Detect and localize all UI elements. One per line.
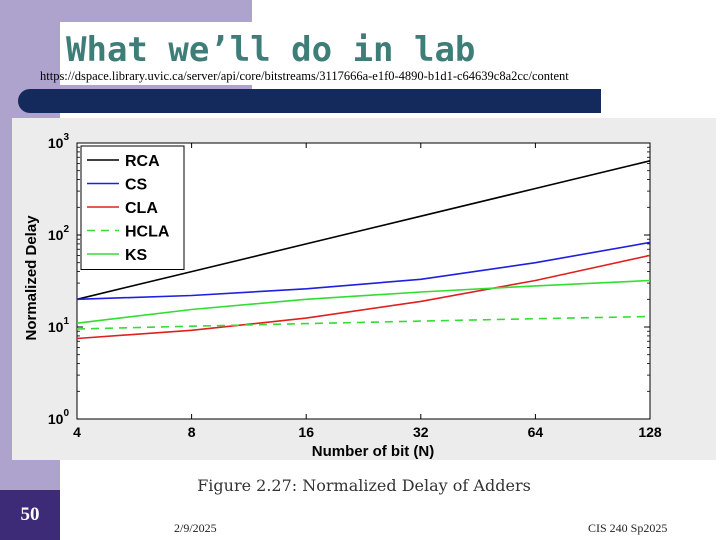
x-tick-label: 64 <box>528 424 544 440</box>
legend-label-cla: CLA <box>125 200 158 217</box>
legend-label-cs: CS <box>125 177 148 194</box>
x-tick-label: 8 <box>188 424 196 440</box>
series-line-cla <box>76 254 651 340</box>
y-tick-label: 102 <box>48 224 70 243</box>
x-tick-label: 128 <box>638 424 662 440</box>
delay-chart: Normalized Delay Number of bit (N) 4 8 16 3… <box>23 132 662 460</box>
y-axis-label: Normalized Delay <box>23 215 40 341</box>
legend-label-ks: KS <box>125 247 148 264</box>
slide-title: What we’ll do in lab <box>66 30 476 70</box>
figure-caption-wrap: Figure 2.27: Normalized Delay of Adders <box>0 476 720 495</box>
source-url: https://dspace.library.uvic.ca/server/ap… <box>40 69 569 83</box>
title-underline-bar <box>18 89 601 113</box>
figure-caption: Figure 2.27: Normalized Delay of Adders <box>197 476 531 495</box>
x-axis-label: Number of bit (N) <box>312 443 434 460</box>
x-tick-label: 16 <box>298 424 314 440</box>
x-tick-label: 32 <box>413 424 429 440</box>
y-tick-label: 100 <box>48 408 70 427</box>
series-line-ks <box>76 279 651 324</box>
y-tick-label: 101 <box>48 316 70 335</box>
legend-label-hcla: HCLA <box>125 224 170 241</box>
series-line-rca <box>76 160 651 301</box>
x-tick-label: 4 <box>73 424 81 440</box>
title-area <box>60 22 720 85</box>
series-line-hcla <box>76 315 651 330</box>
course-label: CIS 240 Sp2025 <box>588 521 668 535</box>
page-number-box: 50 <box>0 490 60 540</box>
page-number: 50 <box>20 504 40 525</box>
slide-date: 2/9/2025 <box>174 521 217 535</box>
y-tick-label: 103 <box>48 132 70 151</box>
series-line-cs <box>76 241 651 301</box>
legend-label-rca: RCA <box>125 153 160 170</box>
